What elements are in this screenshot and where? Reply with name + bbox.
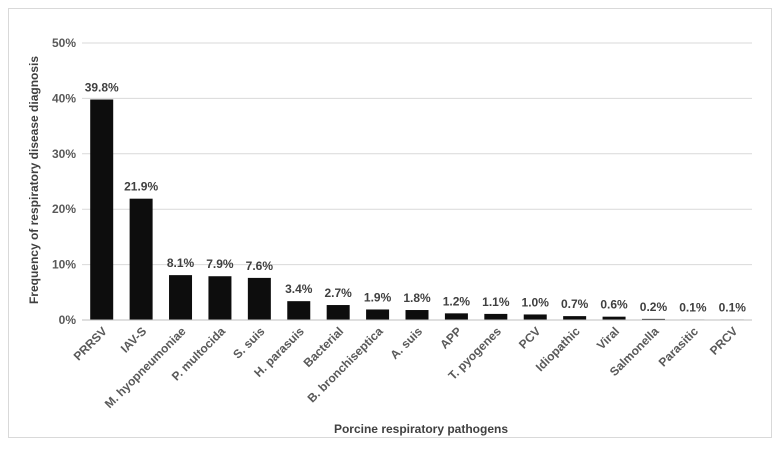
data-label: 1.8% <box>403 291 431 305</box>
x-category-label: PRRSV <box>71 324 110 363</box>
bar <box>90 99 114 321</box>
y-tick-label: 10% <box>52 258 76 272</box>
bar <box>563 316 587 320</box>
x-category-label: APP <box>437 324 464 351</box>
x-category-label: B. bronchiseptica <box>305 324 386 405</box>
data-label: 2.7% <box>324 286 352 300</box>
bar <box>366 309 390 320</box>
bar <box>247 277 271 320</box>
data-label: 0.1% <box>679 300 707 314</box>
x-category-label: PCV <box>516 324 543 351</box>
bar <box>641 318 665 320</box>
bar <box>287 301 311 320</box>
bar <box>129 198 153 320</box>
data-label: 3.4% <box>285 282 313 296</box>
data-label: 0.1% <box>719 300 747 314</box>
bar <box>169 275 193 320</box>
y-axis-title: Frequency of respiratory disease diagnos… <box>27 56 41 304</box>
bar <box>484 313 508 320</box>
data-label: 7.6% <box>246 259 274 273</box>
x-category-label: Viral <box>594 324 622 352</box>
data-label: 0.6% <box>600 298 628 312</box>
y-tick-label: 30% <box>52 147 76 161</box>
x-category-label: S. suis <box>230 324 267 361</box>
y-tick-label: 20% <box>52 202 76 216</box>
x-category-label: PRCV <box>707 324 740 357</box>
bar <box>523 314 547 320</box>
bar <box>208 276 232 320</box>
data-label: 39.8% <box>85 81 119 95</box>
x-category-label: A. suis <box>387 324 425 362</box>
bar <box>405 310 429 320</box>
data-label: 1.2% <box>443 294 471 308</box>
data-label: 0.7% <box>561 297 589 311</box>
y-tick-label: 0% <box>59 313 77 327</box>
bars <box>90 99 744 321</box>
x-category-label: Parasitic <box>656 324 702 370</box>
bar <box>602 316 626 320</box>
data-label: 21.9% <box>124 180 158 194</box>
gridlines <box>82 42 752 266</box>
y-tick-label: 40% <box>52 91 76 105</box>
data-label: 8.1% <box>167 256 195 270</box>
data-label: 1.0% <box>522 295 550 309</box>
data-label: 1.9% <box>364 290 392 304</box>
x-category-label: IAV-S <box>118 324 149 355</box>
data-labels: 39.8% 21.9% 8.1% 7.9% 7.6% 3.4% 2.7% 1.9% 1.8% 1.… <box>85 81 747 315</box>
data-label: 7.9% <box>206 257 234 271</box>
bar <box>444 313 468 320</box>
x-axis-title: Porcine respiratory pathogens <box>334 422 508 436</box>
data-label: 1.1% <box>482 295 510 309</box>
y-tick-label: 50% <box>52 36 76 50</box>
y-axis-ticks: 0% 10% 20% 30% 40% 50% <box>52 36 76 327</box>
data-label: 0.2% <box>640 300 668 314</box>
bar <box>326 305 350 320</box>
